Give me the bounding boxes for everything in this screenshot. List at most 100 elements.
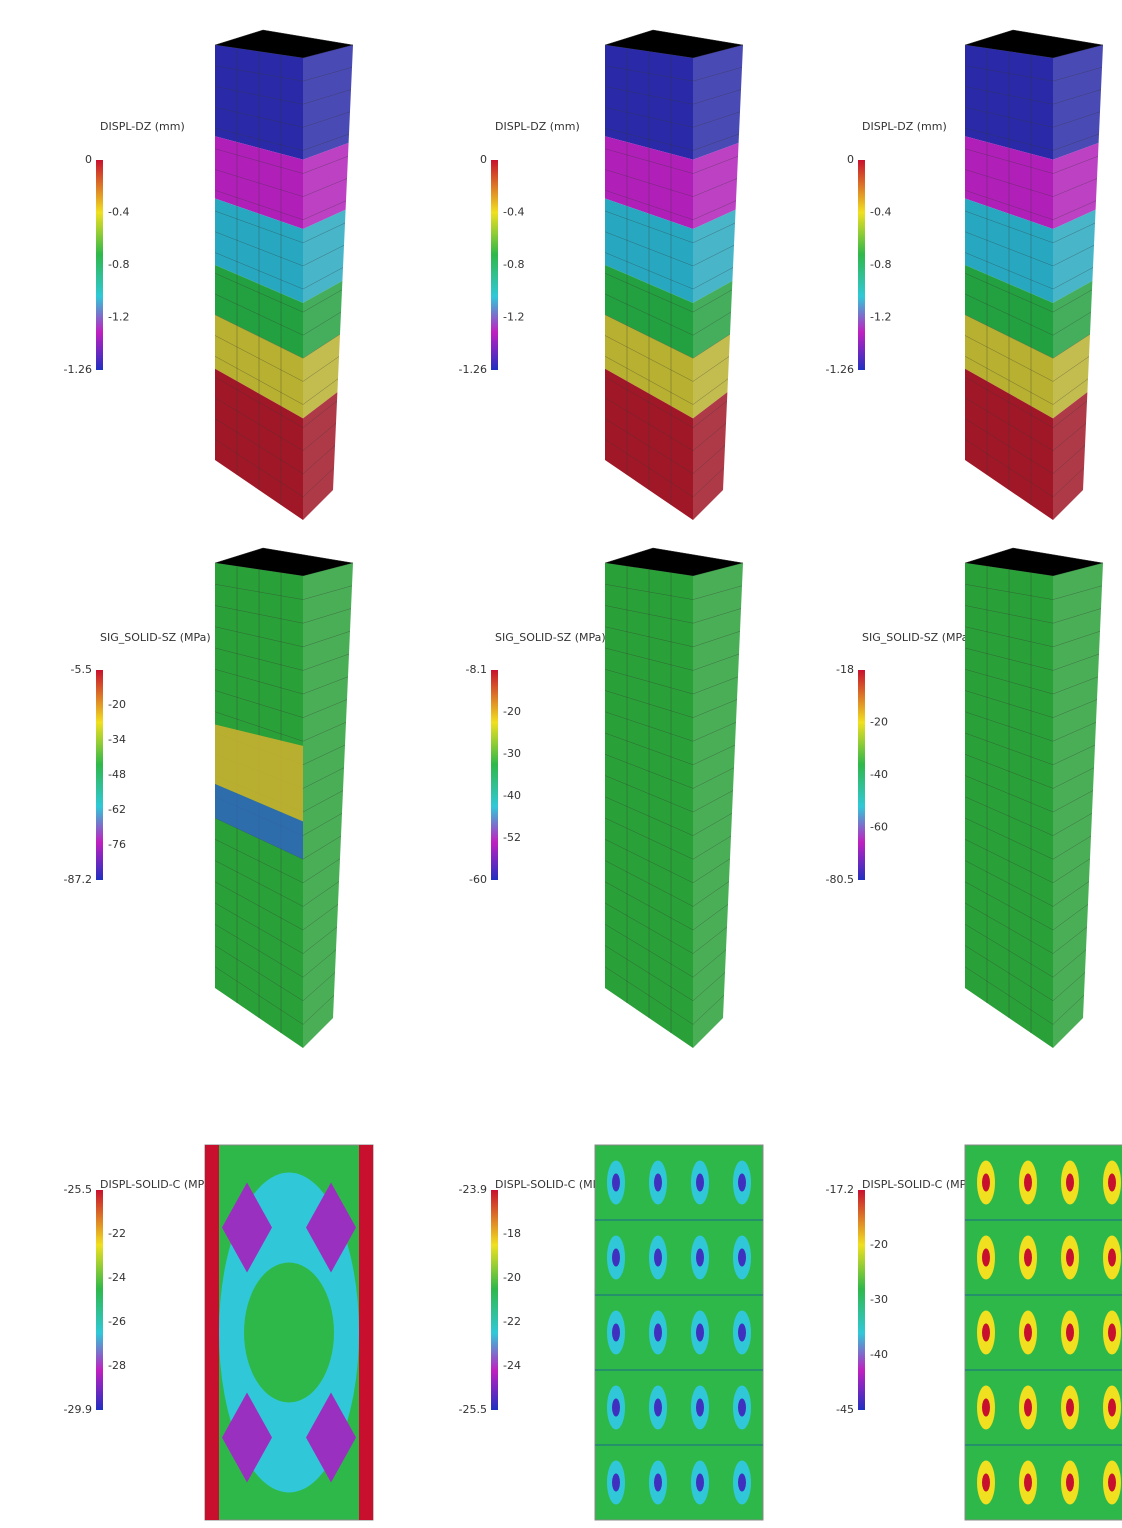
side-band [303, 209, 346, 303]
legend-max: 0 [85, 153, 92, 166]
diamond [306, 1182, 356, 1273]
spot [982, 1248, 990, 1267]
side-band [1053, 392, 1088, 520]
mesh-line [964, 231, 1095, 267]
stress-zone [215, 724, 303, 822]
mesh-line [964, 210, 1096, 244]
mesh-line [964, 127, 1100, 151]
mesh-line [214, 669, 349, 695]
stress-zone [215, 784, 303, 860]
mesh-line [604, 314, 731, 359]
mesh-line [604, 356, 729, 405]
spot [654, 1398, 662, 1417]
mesh-line [964, 711, 1097, 742]
mesh-line [214, 169, 348, 197]
mesh-line [214, 356, 339, 405]
mesh-line [604, 231, 735, 267]
plan-view [964, 1144, 1122, 1521]
mesh-line [964, 65, 1103, 82]
model-block [214, 547, 354, 1048]
legend-tick: -0.4 [503, 206, 524, 219]
mesh-line [964, 775, 1094, 813]
color-bar [96, 1190, 103, 1410]
plan-view [594, 1144, 764, 1521]
mesh-line [964, 190, 1097, 220]
model-block [604, 547, 744, 1048]
mesh-line [604, 839, 731, 884]
legend-tick: -1.2 [870, 311, 891, 324]
side-band [693, 45, 743, 160]
mesh-line [964, 335, 1090, 382]
spot [654, 1248, 662, 1267]
spot [1024, 1248, 1032, 1267]
side-band [1053, 334, 1090, 419]
mesh-line [214, 293, 342, 336]
diamond [222, 1182, 272, 1273]
spot [612, 1248, 620, 1267]
mesh-line [964, 148, 1099, 174]
spot [696, 1398, 704, 1417]
legend-tick: -40 [870, 1348, 888, 1361]
mesh-line [604, 966, 725, 1025]
legend-tick: -1.2 [503, 311, 524, 324]
mesh-line [604, 86, 742, 105]
mesh-line [964, 584, 1103, 600]
color-bar [858, 670, 865, 880]
side-band [1053, 45, 1103, 160]
spot [1066, 1248, 1074, 1267]
mesh-line [214, 190, 347, 220]
legend-min: -87.2 [64, 873, 92, 886]
mesh-line [964, 690, 1098, 718]
legend-title: SIG_SOLID-SZ (MPa) [100, 631, 211, 644]
mesh-line [604, 860, 730, 907]
diamond [306, 1392, 356, 1483]
mesh-line [964, 356, 1089, 405]
side-band [693, 563, 743, 1048]
legend-tick: -0.4 [870, 206, 891, 219]
color-bar [96, 160, 103, 370]
legend-tick: -20 [108, 698, 126, 711]
spot [1024, 1173, 1032, 1192]
legend-tick: -52 [503, 831, 521, 844]
color-bar [491, 160, 498, 370]
mesh-line [604, 626, 741, 648]
legend-min: -80.5 [826, 873, 854, 886]
mesh-line [214, 839, 341, 884]
color-bar [858, 1190, 865, 1410]
legend-tick: -40 [870, 768, 888, 781]
mesh-line [964, 273, 1093, 313]
legend-title: SIG_SOLID-SZ (MPa) [862, 631, 973, 644]
mesh-line [964, 945, 1086, 1002]
legend-tick: -1.2 [108, 311, 129, 324]
mesh-line [604, 190, 737, 220]
legend-title: SIG_SOLID-SZ (MPa) [495, 631, 606, 644]
spot [982, 1323, 990, 1342]
side-band [693, 209, 736, 303]
legend-min: -25.5 [459, 1403, 487, 1416]
mesh-line [604, 605, 742, 624]
legend-title: DISPL-DZ (mm) [100, 120, 185, 133]
spot [738, 1248, 746, 1267]
mesh-line [964, 669, 1099, 695]
mesh-line [214, 945, 336, 1002]
mesh-line [604, 169, 738, 197]
mesh-line [964, 397, 1087, 452]
mesh-line [964, 252, 1094, 290]
mesh-line [214, 966, 335, 1025]
color-bar [491, 670, 498, 880]
legend-tick: -0.8 [503, 258, 524, 271]
mesh-line [964, 796, 1093, 836]
mesh-line [964, 839, 1091, 884]
mesh-line [214, 127, 350, 151]
side-band [303, 334, 340, 419]
side-band [693, 142, 739, 229]
spot [1066, 1173, 1074, 1192]
mesh-line [604, 273, 733, 313]
legend-max: -17.2 [826, 1183, 854, 1196]
side-band [303, 392, 338, 520]
legend-min: -45 [836, 1403, 854, 1416]
legend-tick: -60 [870, 821, 888, 834]
side-band [303, 45, 353, 160]
mesh-line [604, 796, 733, 836]
